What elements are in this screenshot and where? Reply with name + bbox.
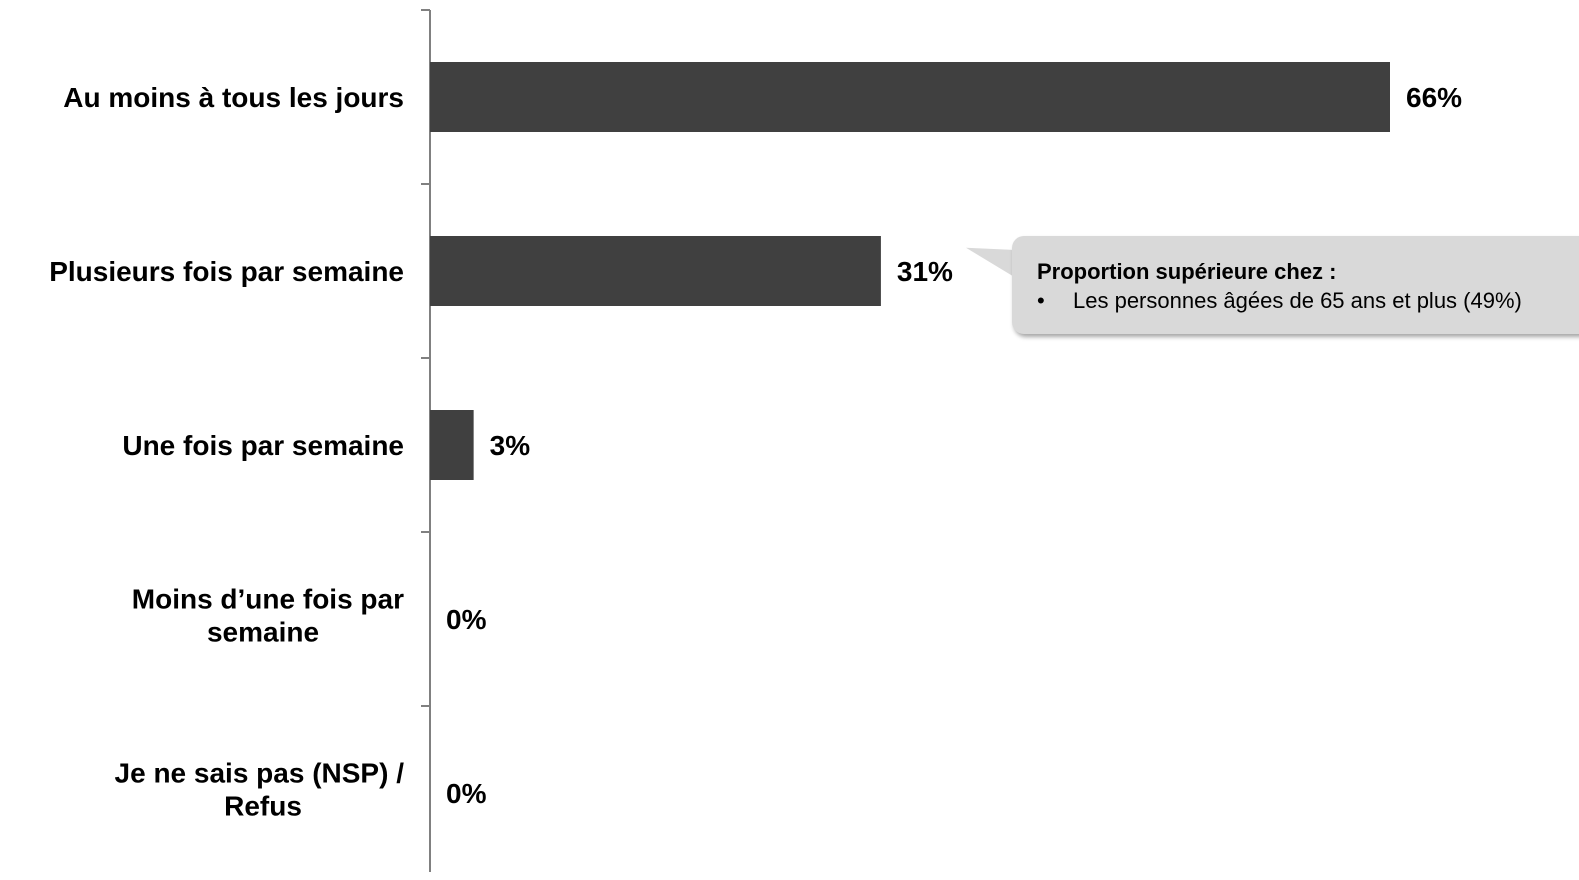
callout-item-text: Les personnes âgées de 65 ans et plus (4… [1073, 288, 1522, 313]
category-label: Une fois par semaine [122, 430, 404, 461]
value-label: 31% [897, 256, 953, 287]
value-label: 66% [1406, 82, 1462, 113]
bar [430, 62, 1390, 132]
callout-title: Proportion supérieure chez : [1037, 259, 1337, 284]
callout-box: Proportion supérieure chez : • Les perso… [1012, 236, 1579, 334]
category-label: Plusieurs fois par semaine [49, 256, 404, 287]
value-label: 0% [446, 778, 487, 809]
bar [430, 236, 881, 306]
callout-item: • Les personnes âgées de 65 ans et plus … [1037, 286, 1579, 316]
value-label: 0% [446, 604, 487, 635]
category-label: Moins d’une fois par semaine [132, 584, 404, 648]
callout-bullet: • [1037, 288, 1045, 313]
value-label: 3% [490, 430, 531, 461]
category-label: Je ne sais pas (NSP) / Refus [115, 758, 405, 822]
bar [430, 410, 474, 480]
category-label: Au moins à tous les jours [63, 82, 404, 113]
